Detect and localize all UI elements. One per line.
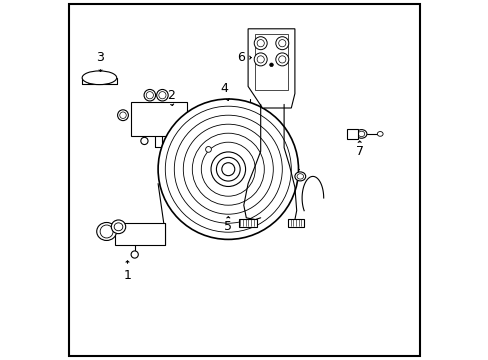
Circle shape: [169, 137, 177, 144]
Ellipse shape: [146, 91, 153, 99]
Ellipse shape: [120, 112, 126, 118]
Bar: [131, 102, 186, 136]
Circle shape: [269, 63, 273, 67]
Ellipse shape: [97, 222, 116, 240]
Circle shape: [222, 163, 234, 176]
Ellipse shape: [144, 89, 155, 101]
Circle shape: [131, 251, 138, 258]
Ellipse shape: [358, 131, 364, 136]
Circle shape: [158, 99, 298, 239]
Circle shape: [141, 137, 148, 144]
Circle shape: [275, 53, 288, 66]
Circle shape: [205, 147, 211, 152]
Circle shape: [254, 37, 266, 50]
Polygon shape: [247, 29, 294, 108]
Ellipse shape: [117, 110, 128, 121]
Circle shape: [257, 40, 264, 47]
Ellipse shape: [100, 225, 113, 238]
Circle shape: [257, 56, 264, 63]
Ellipse shape: [114, 223, 122, 231]
Ellipse shape: [355, 130, 366, 138]
Text: 2: 2: [166, 89, 174, 105]
Text: 6: 6: [237, 51, 250, 64]
Ellipse shape: [377, 131, 382, 136]
Text: 1: 1: [123, 261, 131, 282]
Bar: [115, 223, 165, 245]
Ellipse shape: [159, 91, 166, 99]
Ellipse shape: [82, 71, 117, 85]
Circle shape: [278, 40, 285, 47]
Circle shape: [275, 37, 288, 50]
Ellipse shape: [294, 172, 305, 181]
Circle shape: [278, 56, 285, 63]
Text: 4: 4: [220, 82, 229, 100]
Polygon shape: [239, 219, 257, 227]
Ellipse shape: [111, 220, 125, 234]
Circle shape: [211, 152, 245, 186]
Polygon shape: [287, 219, 303, 227]
Circle shape: [254, 53, 266, 66]
Text: 3: 3: [96, 51, 104, 71]
Bar: [346, 129, 357, 139]
Circle shape: [216, 157, 240, 181]
Text: 5: 5: [224, 217, 232, 233]
Ellipse shape: [156, 89, 168, 101]
Text: 7: 7: [355, 141, 363, 158]
Ellipse shape: [296, 174, 303, 179]
